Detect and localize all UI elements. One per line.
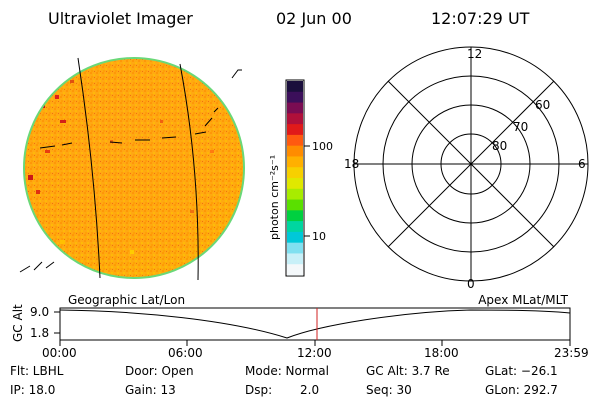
colorbar-segment: [287, 167, 303, 179]
filter-param: Flt: LBHL: [10, 364, 64, 378]
colorbar-segment: [287, 231, 303, 244]
intensity-colorbar: [285, 79, 310, 277]
ip-param: IP: 18.0: [10, 383, 56, 397]
colorbar-segment: [287, 188, 303, 201]
timeline-left-label: Geographic Lat/Lon: [68, 293, 185, 307]
glat-param: GLat: −26.1: [485, 364, 558, 378]
colorbar-unit-label: photon cm⁻²s⁻¹: [268, 155, 281, 240]
lat-label-80: 80: [492, 139, 507, 153]
colorbar-segment: [287, 210, 303, 222]
x-tick-0600: 06:00: [168, 346, 203, 360]
dsp-value: 2.0: [300, 383, 320, 397]
polar-mlt-plot: [353, 46, 589, 282]
dsp-label: Dsp:: [245, 383, 273, 397]
x-tick-1800: 18:00: [424, 346, 459, 360]
colorbar-segment: [287, 81, 303, 93]
colorbar-segment: [287, 242, 303, 255]
colorbar-segment: [287, 91, 303, 104]
glon-param: GLon: 292.7: [485, 383, 558, 397]
door-param: Door: Open: [125, 364, 194, 378]
x-tick-2359: 23:59: [554, 346, 589, 360]
uv-image-disk: [19, 57, 245, 281]
gc-alt-param: GC Alt: 3.7 Re: [366, 364, 450, 378]
gain-param: Gain: 13: [125, 383, 176, 397]
y-tick-9: 9.0: [30, 305, 49, 319]
mlt-label-18: 18: [344, 157, 359, 171]
colorbar-segment: [287, 113, 303, 125]
timeline-right-label: Apex MLat/MLT: [478, 293, 568, 307]
colorbar-segment: [287, 178, 303, 190]
colorbar-segment: [287, 134, 303, 147]
mlt-label-0: 0: [467, 277, 475, 291]
seq-param: Seq: 30: [366, 383, 412, 397]
mlt-label-6: 6: [578, 157, 586, 171]
observation-date: 02 Jun 00: [276, 9, 352, 28]
colorbar-segment: [287, 156, 303, 168]
colorbar-label-100: 100: [312, 140, 333, 153]
lat-label-60: 60: [535, 98, 550, 112]
instrument-title: Ultraviolet Imager: [48, 9, 193, 28]
colorbar-segment: [287, 145, 303, 158]
colorbar-segment: [287, 124, 303, 136]
colorbar-segment: [287, 253, 303, 265]
colorbar-label-10: 10: [312, 230, 326, 243]
colorbar-segment: [287, 221, 303, 233]
altitude-timeline: [54, 307, 571, 346]
colorbar-segment: [287, 102, 303, 114]
mode-param: Mode: Normal: [245, 364, 329, 378]
lat-label-70: 70: [513, 120, 528, 134]
x-tick-1200: 12:00: [297, 346, 332, 360]
colorbar-segment: [287, 199, 303, 211]
colorbar-segment: [287, 264, 303, 276]
mlt-label-12: 12: [467, 47, 482, 61]
timeline-axis-label: GC Alt: [11, 304, 25, 342]
observation-time: 12:07:29 UT: [431, 9, 530, 28]
y-tick-1-8: 1.8: [30, 326, 49, 340]
x-tick-0000: 00:00: [42, 346, 77, 360]
